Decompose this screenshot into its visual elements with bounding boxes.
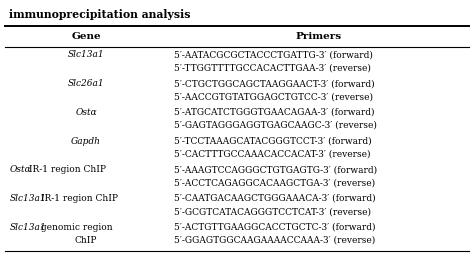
Text: Gapdh: Gapdh [71,136,101,145]
Text: Ostα: Ostα [9,165,31,174]
Text: Slc13a1: Slc13a1 [9,223,46,232]
Text: 5′-AATACGCGCTACCCTGATTG-3′ (forward): 5′-AATACGCGCTACCCTGATTG-3′ (forward) [174,50,373,59]
Text: Slc13a1: Slc13a1 [9,194,46,203]
Text: 5′-CTGCTGGCAGCTAAGGAACT-3′ (forward): 5′-CTGCTGGCAGCTAAGGAACT-3′ (forward) [174,79,375,88]
Text: IR-1 region ChIP: IR-1 region ChIP [38,194,118,203]
Text: Slc26a1: Slc26a1 [68,79,104,88]
Text: 5′-GAGTAGGGAGGTGAGCAAGC-3′ (reverse): 5′-GAGTAGGGAGGTGAGCAAGC-3′ (reverse) [174,121,377,130]
Text: 5′-TCCTAAAGCATACGGGTCCT-3′ (forward): 5′-TCCTAAAGCATACGGGTCCT-3′ (forward) [174,136,372,145]
Text: genomic region: genomic region [38,223,113,232]
Text: 5′-ATGCATCTGGGTGAACAGAA-3′ (forward): 5′-ATGCATCTGGGTGAACAGAA-3′ (forward) [174,108,375,117]
Text: 5′-TTGGTTTTGCCACACTTGAA-3′ (reverse): 5′-TTGGTTTTGCCACACTTGAA-3′ (reverse) [174,63,371,72]
Text: Primers: Primers [295,32,341,41]
Text: IR-1 region ChIP: IR-1 region ChIP [26,165,106,174]
Text: 5′-GCGTCATACAGGGTCCTCAT-3′ (reverse): 5′-GCGTCATACAGGGTCCTCAT-3′ (reverse) [174,207,371,216]
Text: 5′-CACTTTGCCAAACACCACAT-3′ (reverse): 5′-CACTTTGCCAAACACCACAT-3′ (reverse) [174,150,371,159]
Text: immunoprecipitation analysis: immunoprecipitation analysis [9,9,191,20]
Text: 5′-GGAGTGGCAAGAAAACCAAA-3′ (reverse): 5′-GGAGTGGCAAGAAAACCAAA-3′ (reverse) [174,236,375,245]
Text: 5′-AACCGTGTATGGAGCTGTCC-3′ (reverse): 5′-AACCGTGTATGGAGCTGTCC-3′ (reverse) [174,92,374,101]
Text: 5′-ACTGTTGAAGGCACCTGCTC-3′ (forward): 5′-ACTGTTGAAGGCACCTGCTC-3′ (forward) [174,223,376,232]
Text: Slc13a1: Slc13a1 [68,50,104,59]
Text: 5′-ACCTCAGAGGCACAAGCTGA-3′ (reverse): 5′-ACCTCAGAGGCACAAGCTGA-3′ (reverse) [174,178,375,187]
Text: 5′-CAATGACAAGCTGGGAAACA-3′ (forward): 5′-CAATGACAAGCTGGGAAACA-3′ (forward) [174,194,376,203]
Text: 5′-AAAGTCCAGGGCTGTGAGTG-3′ (forward): 5′-AAAGTCCAGGGCTGTGAGTG-3′ (forward) [174,165,377,174]
Text: Gene: Gene [71,32,101,41]
Text: ChIP: ChIP [75,236,97,245]
Text: Ostα: Ostα [75,108,97,117]
